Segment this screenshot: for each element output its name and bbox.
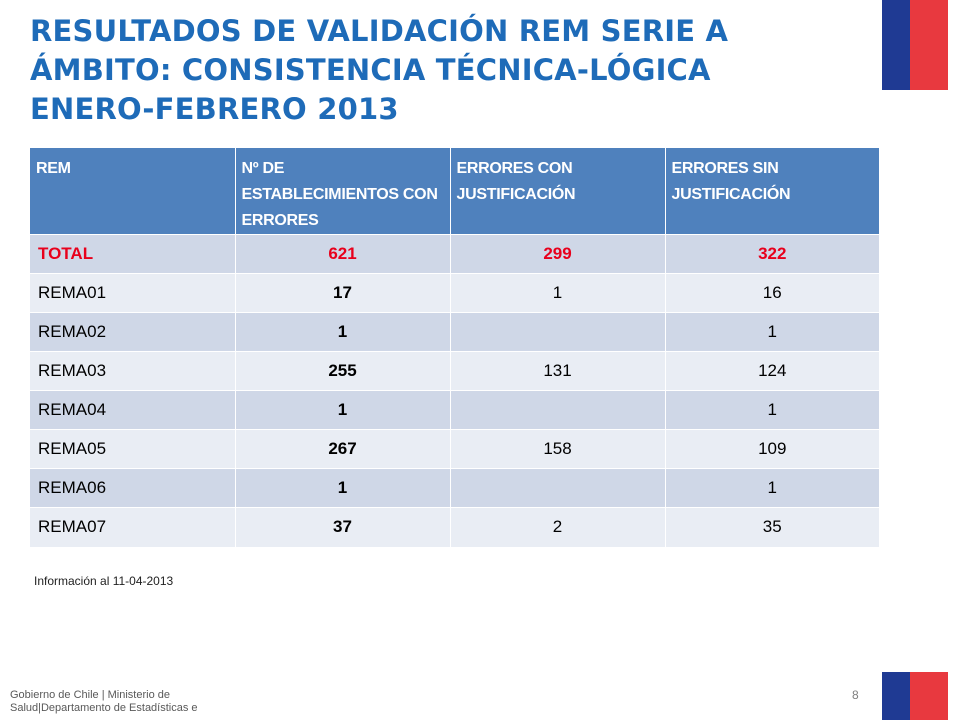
- cell-establishments: 621: [235, 234, 451, 274]
- title-line-1: RESULTADOS DE VALIDACIÓN REM SERIE A: [30, 14, 729, 48]
- cell-with-justification: 299: [450, 234, 666, 274]
- cell-establishments: 1: [235, 468, 451, 508]
- cell-without-justification: 109: [665, 429, 879, 469]
- cell-without-justification: 1: [665, 468, 879, 508]
- cell-establishments: 267: [235, 429, 451, 469]
- table-row: REMA03 255 131 124: [30, 351, 879, 391]
- cell-rem: REMA02: [30, 312, 236, 352]
- table-row: REMA01 17 1 16: [30, 273, 879, 313]
- cell-with-justification: 2: [450, 507, 666, 547]
- table-row: REMA05 267 158 109: [30, 429, 879, 469]
- flag-red-stripe: [910, 672, 948, 720]
- table-row: REMA06 1 1: [30, 468, 879, 508]
- cell-establishments: 1: [235, 312, 451, 352]
- cell-rem: REMA07: [30, 507, 236, 547]
- cell-without-justification: 16: [665, 273, 879, 313]
- header-errors-with-justification: ERRORES CON JUSTIFICACIÓN: [450, 148, 666, 235]
- title-line-3: ENERO-FEBRERO 2013: [30, 92, 399, 126]
- cell-without-justification: 1: [665, 390, 879, 430]
- cell-rem: REMA05: [30, 429, 236, 469]
- flag-blue-stripe: [882, 672, 910, 720]
- header-establishments-with-errors: Nº DE ESTABLECIMIENTOS CON ERRORES: [235, 148, 451, 235]
- validation-results-table: REM Nº DE ESTABLECIMIENTOS CON ERRORES E…: [30, 148, 879, 547]
- cell-with-justification: 131: [450, 351, 666, 391]
- chile-flag-logo-top: [882, 0, 948, 90]
- table-row: REMA02 1 1: [30, 312, 879, 352]
- cell-establishments: 37: [235, 507, 451, 547]
- cell-with-justification: [450, 468, 666, 508]
- cell-with-justification: [450, 312, 666, 352]
- table-row-total: TOTAL 621 299 322: [30, 234, 879, 274]
- cell-establishments: 17: [235, 273, 451, 313]
- cell-rem: REMA03: [30, 351, 236, 391]
- chile-flag-logo-bottom: [882, 672, 948, 720]
- table-row: REMA04 1 1: [30, 390, 879, 430]
- cell-establishments: 1: [235, 390, 451, 430]
- header-errors-without-justification: ERRORES SIN JUSTIFICACIÓN: [665, 148, 879, 235]
- header-rem: REM: [30, 148, 236, 235]
- table-header-row: REM Nº DE ESTABLECIMIENTOS CON ERRORES E…: [30, 148, 879, 235]
- data-date-note: Información al 11-04-2013: [34, 574, 174, 588]
- title-line-2: ÁMBITO: CONSISTENCIA TÉCNICA-LÓGICA: [30, 53, 711, 87]
- cell-rem: REMA01: [30, 273, 236, 313]
- cell-with-justification: 1: [450, 273, 666, 313]
- slide-title: RESULTADOS DE VALIDACIÓN REM SERIE A ÁMB…: [30, 12, 860, 129]
- cell-rem: REMA04: [30, 390, 236, 430]
- table-row: REMA07 37 2 35: [30, 507, 879, 547]
- cell-rem: REMA06: [30, 468, 236, 508]
- flag-red-stripe: [910, 0, 948, 90]
- page-number: 8: [852, 688, 859, 702]
- cell-establishments: 255: [235, 351, 451, 391]
- cell-without-justification: 1: [665, 312, 879, 352]
- cell-without-justification: 35: [665, 507, 879, 547]
- footer-text: Gobierno de Chile | Ministerio de Salud|…: [10, 689, 198, 714]
- cell-with-justification: [450, 390, 666, 430]
- cell-rem: TOTAL: [30, 234, 236, 274]
- cell-without-justification: 124: [665, 351, 879, 391]
- cell-with-justification: 158: [450, 429, 666, 469]
- flag-blue-stripe: [882, 0, 910, 90]
- cell-without-justification: 322: [665, 234, 879, 274]
